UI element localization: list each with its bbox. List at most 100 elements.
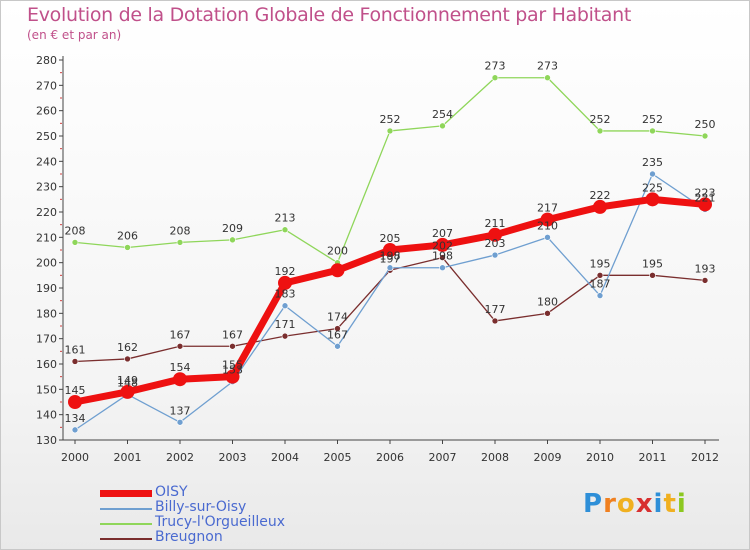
x-tick-label: 2007 bbox=[429, 451, 457, 464]
data-label: 213 bbox=[275, 212, 296, 225]
legend-label-billy: Billy-sur-Oisy bbox=[155, 499, 247, 515]
legend-label-oisy: OISY bbox=[155, 484, 188, 500]
data-point bbox=[544, 74, 551, 82]
data-label: 145 bbox=[65, 384, 86, 397]
logo-letter: r bbox=[603, 489, 617, 519]
data-point bbox=[176, 418, 184, 426]
data-point bbox=[488, 227, 502, 242]
data-label: 254 bbox=[432, 108, 453, 121]
data-label: 217 bbox=[537, 202, 558, 215]
data-point bbox=[383, 243, 397, 257]
x-tick-label: 2006 bbox=[376, 451, 404, 464]
data-point bbox=[491, 251, 499, 259]
logo-letter: t bbox=[663, 489, 677, 519]
data-point bbox=[225, 369, 240, 384]
data-label: 137 bbox=[170, 404, 191, 417]
y-tick-label: 150 bbox=[36, 383, 57, 396]
data-point bbox=[645, 192, 660, 207]
data-label: 134 bbox=[65, 412, 86, 425]
y-tick-label: 160 bbox=[36, 358, 57, 371]
data-label: 252 bbox=[642, 113, 663, 126]
legend-swatch-breugnon bbox=[100, 538, 152, 540]
data-label: 208 bbox=[170, 224, 191, 237]
data-label: 252 bbox=[380, 113, 401, 126]
y-tick-label: 280 bbox=[36, 54, 57, 67]
y-tick-label: 230 bbox=[36, 181, 57, 194]
data-point bbox=[281, 226, 289, 234]
proxiti-logo: Proxiti bbox=[583, 489, 687, 519]
data-label: 193 bbox=[695, 262, 716, 275]
data-label: 171 bbox=[275, 318, 296, 331]
data-label: 273 bbox=[485, 60, 506, 73]
logo-letter: i bbox=[653, 489, 664, 519]
data-label: 205 bbox=[380, 232, 401, 245]
data-label: 180 bbox=[537, 295, 558, 308]
data-point bbox=[593, 199, 607, 214]
data-label: 202 bbox=[432, 240, 453, 253]
y-tick-label: 140 bbox=[36, 409, 57, 422]
data-point bbox=[334, 325, 341, 332]
data-label: 221 bbox=[695, 191, 716, 204]
data-label: 183 bbox=[275, 288, 296, 301]
data-label: 154 bbox=[170, 361, 191, 374]
y-tick-label: 170 bbox=[36, 333, 57, 346]
data-label: 174 bbox=[327, 311, 348, 324]
data-point bbox=[71, 358, 79, 365]
legend-swatch-billy bbox=[100, 508, 152, 510]
x-tick-label: 2001 bbox=[114, 451, 142, 464]
data-point bbox=[124, 355, 131, 363]
x-tick-label: 2005 bbox=[324, 451, 352, 464]
y-tick-label: 190 bbox=[36, 282, 57, 295]
data-label: 250 bbox=[695, 118, 716, 131]
x-tick-label: 2008 bbox=[481, 451, 509, 464]
data-point bbox=[596, 272, 604, 279]
data-label: 167 bbox=[222, 328, 243, 341]
series-line-1 bbox=[74, 173, 706, 431]
data-point bbox=[124, 244, 131, 251]
data-point bbox=[491, 317, 499, 325]
data-point bbox=[334, 342, 341, 350]
data-label: 273 bbox=[537, 60, 558, 73]
y-tick-label: 250 bbox=[36, 130, 57, 143]
data-point bbox=[649, 170, 656, 178]
data-label: 235 bbox=[642, 156, 663, 169]
logo-letter: x bbox=[635, 489, 654, 519]
data-label: 177 bbox=[485, 303, 506, 316]
data-point bbox=[278, 275, 292, 290]
data-point bbox=[281, 302, 289, 310]
data-label: 192 bbox=[275, 265, 296, 278]
x-tick-label: 2000 bbox=[61, 451, 89, 464]
data-point bbox=[386, 127, 394, 135]
data-label: 161 bbox=[65, 343, 86, 356]
data-label: 167 bbox=[170, 328, 191, 341]
y-tick-label: 270 bbox=[36, 79, 57, 92]
data-label: 223 bbox=[695, 186, 716, 199]
data-point bbox=[176, 239, 184, 246]
y-tick-label: 210 bbox=[36, 231, 57, 244]
x-tick-label: 2004 bbox=[271, 451, 299, 464]
data-label: 252 bbox=[590, 113, 611, 126]
data-label: 167 bbox=[327, 328, 348, 341]
data-label: 155 bbox=[222, 359, 243, 372]
data-point bbox=[698, 197, 712, 212]
legend-swatch-oisy bbox=[100, 490, 152, 497]
data-point bbox=[701, 277, 709, 284]
logo-letter: o bbox=[616, 489, 636, 519]
legend-swatch-trucy bbox=[100, 523, 152, 525]
data-point bbox=[120, 384, 135, 399]
data-label: 153 bbox=[222, 364, 243, 377]
data-label: 198 bbox=[432, 250, 453, 263]
y-tick-label: 240 bbox=[36, 155, 57, 168]
data-point bbox=[229, 342, 236, 350]
data-point bbox=[544, 234, 551, 241]
data-point bbox=[649, 127, 656, 135]
data-point bbox=[71, 239, 79, 246]
data-label: 195 bbox=[642, 257, 663, 270]
data-point bbox=[176, 342, 184, 350]
data-point bbox=[649, 272, 656, 279]
x-tick-label: 2011 bbox=[639, 451, 667, 464]
data-label: 187 bbox=[590, 278, 611, 291]
data-label: 197 bbox=[380, 252, 401, 265]
data-point bbox=[330, 263, 345, 278]
x-tick-label: 2009 bbox=[534, 451, 562, 464]
